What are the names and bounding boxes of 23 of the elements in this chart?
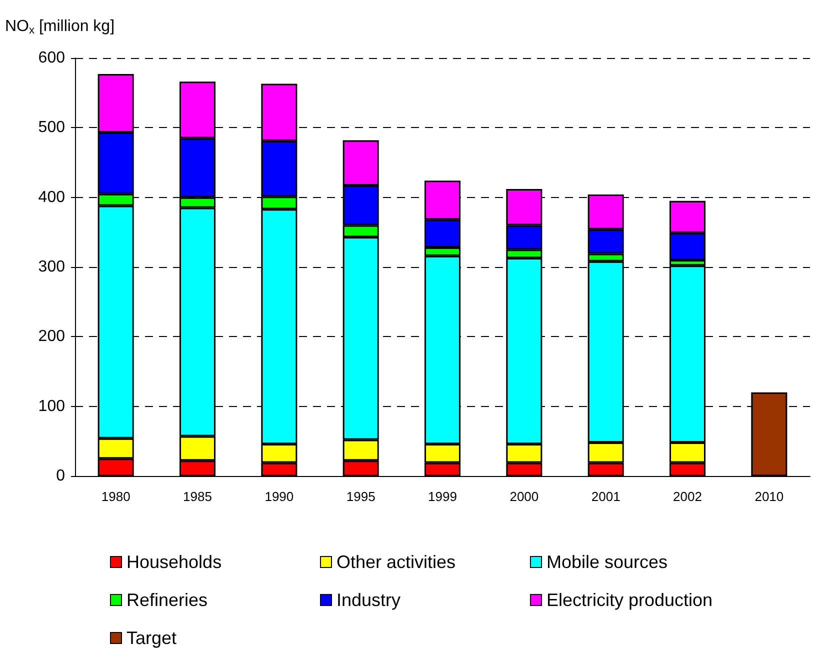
x-tick-label: 2001 bbox=[591, 489, 620, 504]
legend-label: Target bbox=[126, 628, 177, 648]
x-tick-label: 2002 bbox=[673, 489, 702, 504]
x-tick-label: 1999 bbox=[428, 489, 457, 504]
x-tick-label: 2000 bbox=[510, 489, 539, 504]
x-tick-label: 1980 bbox=[101, 489, 130, 504]
legend-label: Households bbox=[126, 552, 222, 572]
x-tick-label: 2010 bbox=[754, 489, 784, 504]
legend-label: Refineries bbox=[126, 590, 208, 610]
legend-label: Other activities bbox=[336, 552, 456, 572]
y-tick-label: 100 bbox=[38, 398, 66, 415]
legend-label: Electricity production bbox=[546, 590, 713, 610]
x-tick-label: 1990 bbox=[264, 489, 294, 504]
y-tick-label: 400 bbox=[38, 188, 66, 206]
y-tick-label: 500 bbox=[38, 119, 66, 136]
y-tick-label: 0 bbox=[56, 468, 66, 484]
legend-label: Mobile sources bbox=[546, 552, 668, 572]
x-tick-label: 1995 bbox=[346, 489, 376, 504]
legend-label: Industry bbox=[336, 590, 401, 610]
x-tick-label: 1985 bbox=[183, 489, 212, 504]
y-tick-label: 300 bbox=[38, 258, 66, 276]
y-tick-label: 200 bbox=[38, 328, 66, 346]
y-tick-label: 600 bbox=[38, 50, 66, 66]
